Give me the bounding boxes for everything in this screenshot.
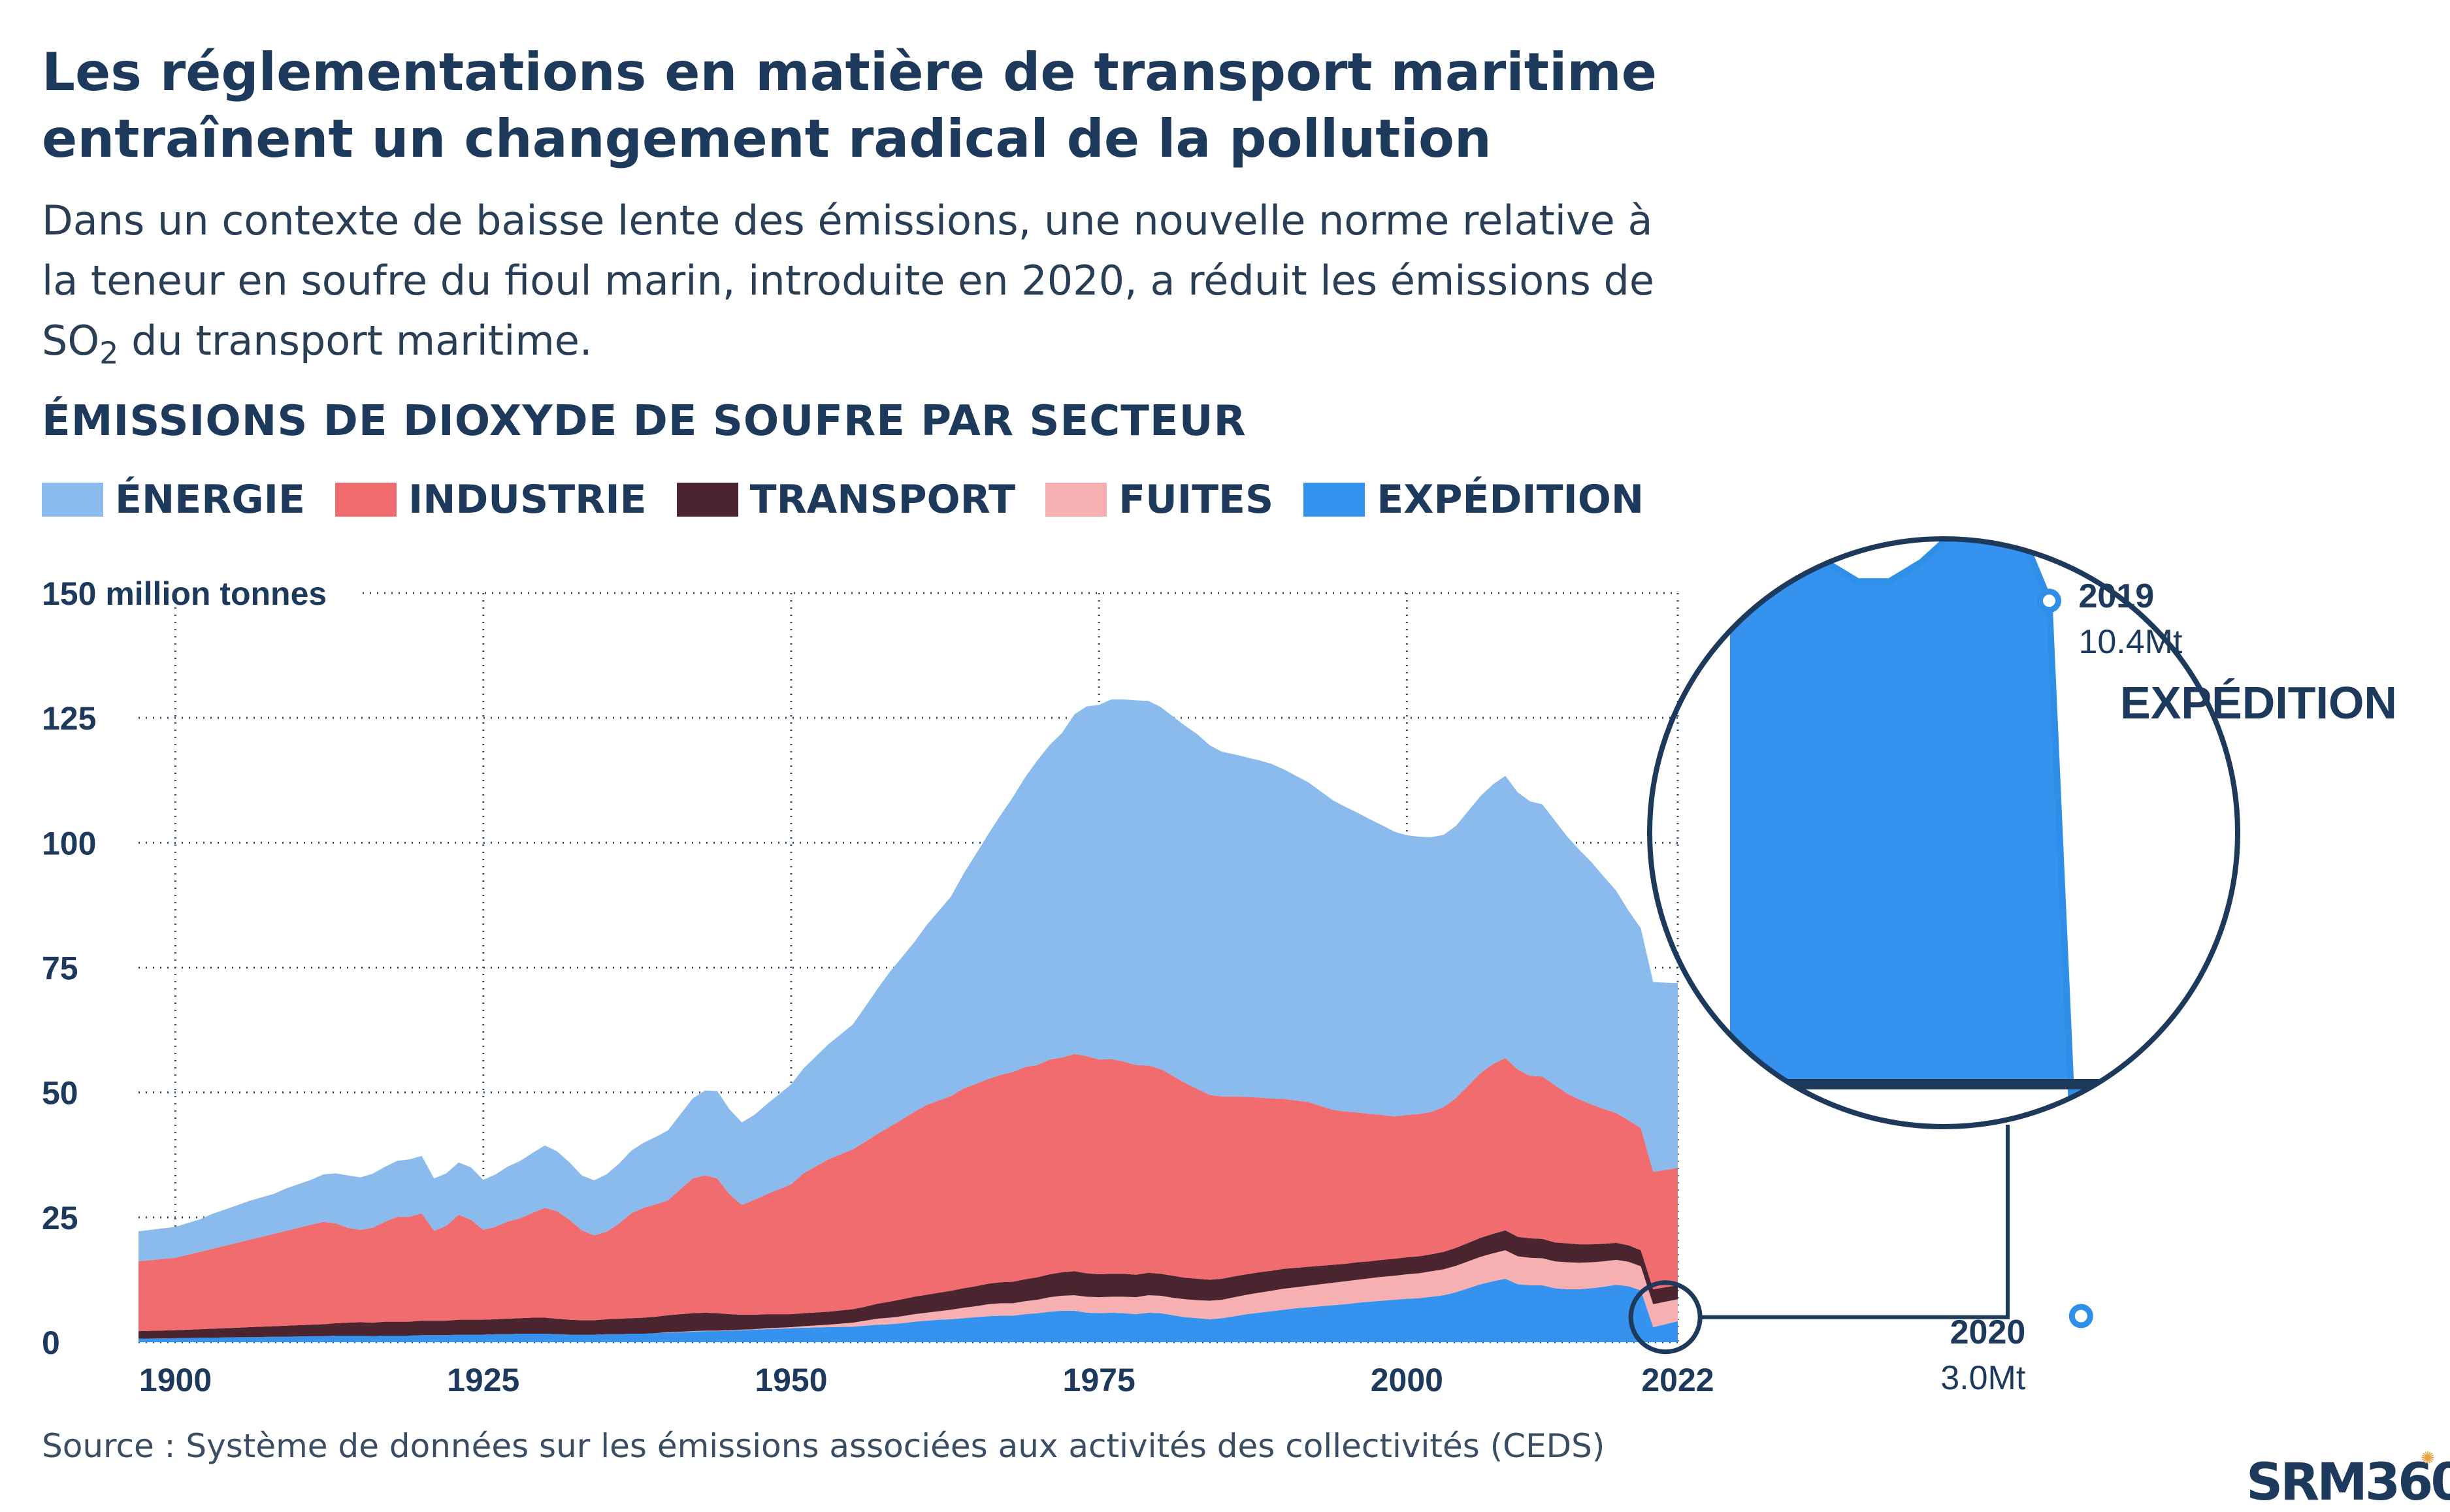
legend-label: INDUSTRIE [408, 477, 647, 523]
legend-swatch [42, 483, 103, 517]
legend-label: ÉNERGIE [115, 477, 305, 523]
subtitle-text-end: du transport maritime. [118, 317, 593, 364]
x-tick-label: 1950 [755, 1362, 827, 1398]
legend-label: EXPÉDITION [1377, 477, 1644, 523]
legend-item: EXPÉDITION [1303, 477, 1644, 523]
legend-item: ÉNERGIE [42, 477, 305, 523]
area-series-transport [139, 1230, 1678, 1339]
legend-item: INDUSTRIE [335, 477, 647, 523]
y-tick-label: 25 [42, 1200, 78, 1236]
zoom-area [1730, 539, 2145, 1127]
x-tick-label: 2000 [1371, 1362, 1443, 1398]
area-series-énergie [139, 699, 1678, 1262]
x-tick-label: 1925 [447, 1362, 519, 1398]
area-series-industrie [139, 1054, 1678, 1332]
x-tick-label: 1975 [1063, 1362, 1135, 1398]
y-tick-label: 0 [42, 1325, 60, 1361]
annotation-year: 2019 [2078, 577, 2154, 615]
zoom-baseline [1699, 1079, 2145, 1089]
y-tick-label: 50 [42, 1075, 78, 1112]
chart-title: Les réglementations en matière de transp… [42, 42, 1657, 169]
x-tick-label: 2022 [1641, 1362, 1714, 1398]
brand-logo: SRM360 [2246, 1453, 2450, 1512]
area-series-expédition [139, 1278, 1678, 1342]
zoom-connector [1700, 1125, 2010, 1319]
annotation-value: 10.4Mt [2078, 623, 2183, 661]
logo-star-icon: ✺ [2421, 1449, 2435, 1468]
area-series-fuites [139, 1250, 1678, 1339]
subtitle-subscript: 2 [99, 335, 119, 371]
subtitle-text: Dans un contexte de baisse lente des émi… [42, 197, 1655, 364]
annotation-marker [2036, 588, 2061, 613]
legend: ÉNERGIE INDUSTRIE TRANSPORT FUITES EXPÉDITIO… [42, 477, 1674, 523]
y-tick-label: 150 million tonnes [42, 575, 327, 612]
legend-item: TRANSPORT [676, 477, 1016, 523]
zoom-series-label: EXPÉDITION [2120, 677, 2397, 728]
annotation-marker [2068, 1304, 2093, 1328]
zoom-line [1728, 539, 2148, 1127]
y-tick-label: 75 [42, 950, 78, 987]
chart-heading: ÉMISSIONS DE DIOXYDE DE SOUFRE PAR SECTE… [42, 397, 1247, 445]
zoom-panel [1699, 539, 2148, 1127]
chart-subtitle: Dans un contexte de baisse lente des émi… [42, 191, 1675, 383]
legend-label: FUITES [1119, 477, 1274, 523]
legend-label: TRANSPORT [749, 477, 1016, 523]
legend-swatch [676, 483, 738, 517]
annotation-year: 2020 [1950, 1313, 2026, 1351]
x-tick-label: 1900 [139, 1362, 212, 1398]
legend-item: FUITES [1045, 477, 1273, 523]
y-tick-label: 125 [42, 700, 96, 737]
y-tick-label: 100 [42, 825, 96, 861]
annotation-value: 3.0Mt [1940, 1359, 2026, 1397]
legend-swatch [1303, 483, 1365, 517]
source-note: Source : Système de données sur les émis… [42, 1427, 1605, 1465]
zoom-circle-border [1647, 536, 2240, 1129]
legend-swatch [335, 483, 397, 517]
legend-swatch [1045, 483, 1107, 517]
